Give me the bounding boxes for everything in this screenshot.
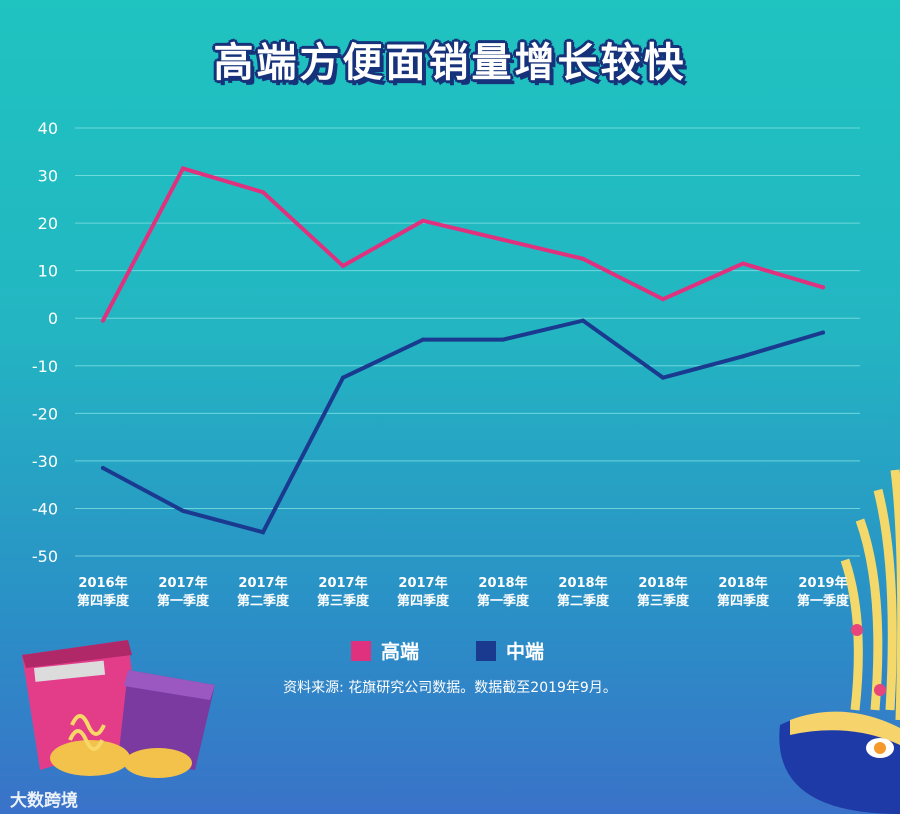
series-line-high-end <box>101 166 825 323</box>
x-tick-label-year: 2017年 <box>398 575 447 591</box>
x-tick-label-quarter: 第一季度 <box>477 593 530 609</box>
data-point-mid-range <box>101 466 105 471</box>
y-tick-label: -50 <box>32 547 58 566</box>
x-tick-label-year: 2017年 <box>158 575 207 591</box>
data-point-mid-range <box>341 375 345 380</box>
y-tick-label: -40 <box>32 499 58 518</box>
series-line-mid-range <box>101 318 825 535</box>
y-tick-label: -20 <box>32 404 58 423</box>
x-tick-label-year: 2017年 <box>238 575 287 591</box>
watermark: 大数跨境 <box>10 791 78 811</box>
data-point-high-end <box>421 218 425 223</box>
x-tick-label-quarter: 第一季度 <box>157 593 210 609</box>
y-tick-label: 40 <box>38 119 58 138</box>
x-tick-label-year: 2018年 <box>718 575 767 591</box>
series-layer <box>101 166 825 535</box>
noodle-bowl-illustration <box>779 469 900 814</box>
y-tick-label: 20 <box>38 214 58 233</box>
data-point-mid-range <box>421 337 425 342</box>
x-tick-label-year: 2018年 <box>478 575 527 591</box>
x-tick-label-quarter: 第四季度 <box>77 593 130 609</box>
data-point-high-end <box>741 261 745 266</box>
x-tick-label-quarter: 第一季度 <box>797 593 850 609</box>
data-point-high-end <box>181 166 185 171</box>
x-tick-label-year: 2019年 <box>798 575 847 591</box>
legend-label-high-end: 高端 <box>381 641 420 663</box>
data-point-mid-range <box>821 330 825 335</box>
source-note: 资料来源: 花旗研究公司数据。数据截至2019年9月。 <box>283 680 617 696</box>
y-tick-label: 10 <box>38 262 58 281</box>
data-point-mid-range <box>261 530 265 535</box>
y-tick-labels: 40 30 20 10 0 -10 -20 -30 -40 -50 <box>32 119 58 566</box>
data-point-mid-range <box>181 508 185 513</box>
noodle-packages-illustration <box>22 640 215 778</box>
data-point-high-end <box>661 297 665 302</box>
x-tick-label-quarter: 第二季度 <box>237 593 290 609</box>
legend-swatch-mid-range <box>476 640 496 661</box>
x-tick-label-year: 2018年 <box>638 575 687 591</box>
data-point-mid-range <box>501 337 505 342</box>
x-tick-label-quarter: 第三季度 <box>637 593 690 609</box>
x-tick-label-quarter: 第三季度 <box>317 593 370 609</box>
data-point-high-end <box>101 318 105 323</box>
x-tick-label-quarter: 第四季度 <box>397 593 450 609</box>
data-point-mid-range <box>741 354 745 359</box>
y-tick-label: -30 <box>32 452 58 471</box>
legend-swatch-high-end <box>351 640 371 661</box>
data-point-mid-range <box>661 375 665 380</box>
y-tick-label: -10 <box>32 357 58 376</box>
y-tick-label: 0 <box>48 309 58 328</box>
data-point-high-end <box>821 285 825 290</box>
legend-item-mid-range: 中端 <box>476 637 544 664</box>
x-tick-label-quarter: 第二季度 <box>557 593 610 609</box>
x-tick-label-quarter: 第四季度 <box>717 593 770 609</box>
data-point-high-end <box>581 256 585 261</box>
x-tick-label-year: 2016年 <box>78 575 127 591</box>
y-tick-label: 30 <box>38 167 58 186</box>
x-tick-label-year: 2018年 <box>558 575 607 591</box>
data-point-mid-range <box>581 318 585 323</box>
grid-layer <box>75 127 860 557</box>
data-point-high-end <box>261 190 265 195</box>
data-point-high-end <box>341 263 345 268</box>
legend-label-mid-range: 中端 <box>506 641 545 663</box>
x-tick-label-year: 2017年 <box>318 575 367 591</box>
legend-item-high-end: 高端 <box>351 637 419 664</box>
chart-title: 高端方便面销量增长较快 <box>213 40 687 86</box>
data-point-high-end <box>501 237 505 242</box>
